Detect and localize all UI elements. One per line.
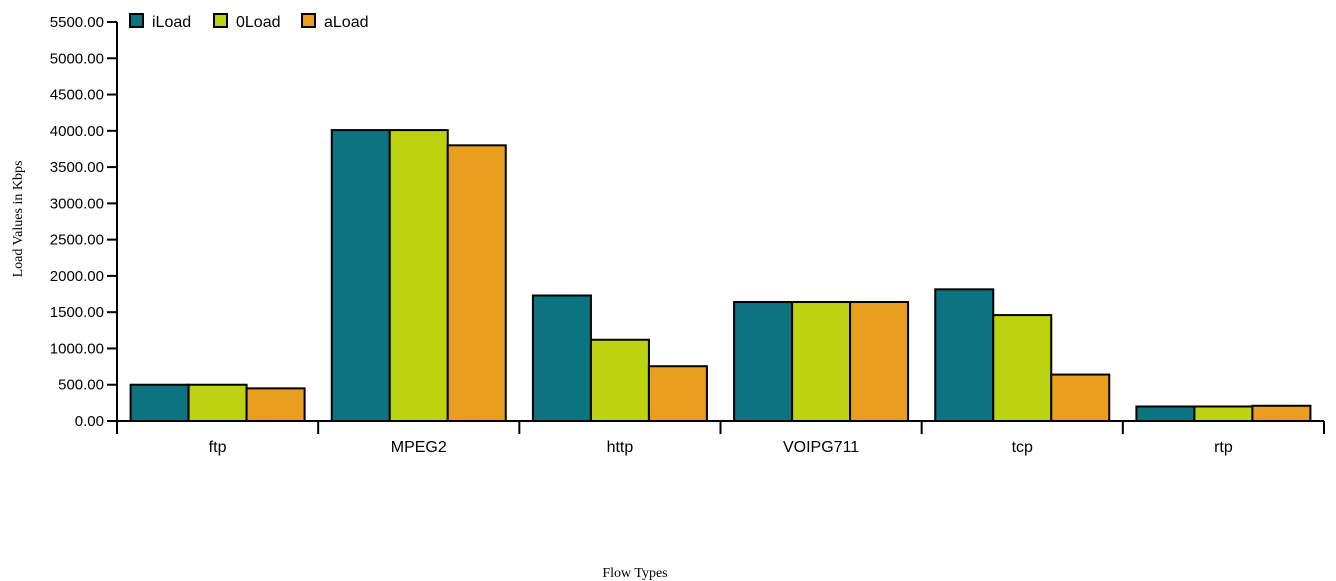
x-category-label: http	[607, 439, 634, 456]
legend-swatch-0Load	[213, 13, 228, 28]
y-tick-label: 3000.00	[50, 195, 104, 212]
x-axis: ftp MPEG2 http VOIPG711 tcp rtp	[116, 420, 1325, 456]
x-category-label: VOIPG711	[783, 439, 859, 456]
bar-0Load-ftp	[187, 383, 248, 422]
y-tick-label: 5500.00	[50, 14, 104, 31]
bar-iLoad-http	[531, 294, 592, 423]
y-tick-label: 4000.00	[50, 123, 104, 140]
bar-0Load-tcp	[992, 314, 1053, 423]
y-axis: 0.00 500.00 1000.00 1500.00 2000.00 2500.00 30…	[50, 14, 118, 430]
bar-0Load-VOIPG711	[791, 301, 852, 422]
bar-aLoad-rtp	[1251, 404, 1312, 422]
x-category-label: MPEG2	[391, 439, 447, 456]
bar-aLoad-ftp	[245, 387, 306, 423]
bar-aLoad-http	[647, 365, 708, 422]
bar-0Load-http	[589, 338, 650, 422]
x-category-label: tcp	[1012, 439, 1033, 456]
bar-0Load-MPEG2	[388, 129, 449, 423]
x-category-label: ftp	[209, 439, 227, 456]
bar-aLoad-VOIPG711	[849, 301, 910, 422]
legend-label-iLoad: iLoad	[152, 14, 191, 31]
bar-aLoad-tcp	[1050, 373, 1111, 423]
bar-iLoad-rtp	[1135, 405, 1196, 422]
bar-iLoad-tcp	[934, 288, 995, 422]
legend-swatch-iLoad	[129, 13, 144, 28]
legend: iLoad 0Load aLoad	[129, 13, 369, 31]
legend-swatch-aLoad	[301, 13, 316, 28]
y-tick-label: 5000.00	[50, 50, 104, 67]
legend-label-aLoad: aLoad	[324, 14, 369, 31]
bar-iLoad-MPEG2	[330, 129, 391, 423]
bar-iLoad-ftp	[129, 383, 190, 422]
y-tick-label: 1500.00	[50, 304, 104, 321]
bar-aLoad-MPEG2	[446, 144, 507, 422]
x-axis-title: Flow Types	[602, 566, 667, 581]
x-category-label: rtp	[1214, 439, 1233, 456]
bar-0Load-rtp	[1193, 405, 1254, 422]
bar-iLoad-VOIPG711	[733, 301, 794, 422]
y-tick-label: 2000.00	[50, 268, 104, 285]
y-tick-label: 3500.00	[50, 159, 104, 176]
y-tick-label: 4500.00	[50, 87, 104, 104]
y-tick-label: 0.00	[75, 413, 104, 430]
bars	[129, 129, 1312, 423]
y-tick-label: 1000.00	[50, 340, 104, 357]
legend-label-0Load: 0Load	[236, 14, 281, 31]
y-tick-label: 2500.00	[50, 232, 104, 249]
y-tick-label: 500.00	[58, 377, 104, 394]
y-axis-title: Load Values in Kbps	[11, 161, 26, 278]
